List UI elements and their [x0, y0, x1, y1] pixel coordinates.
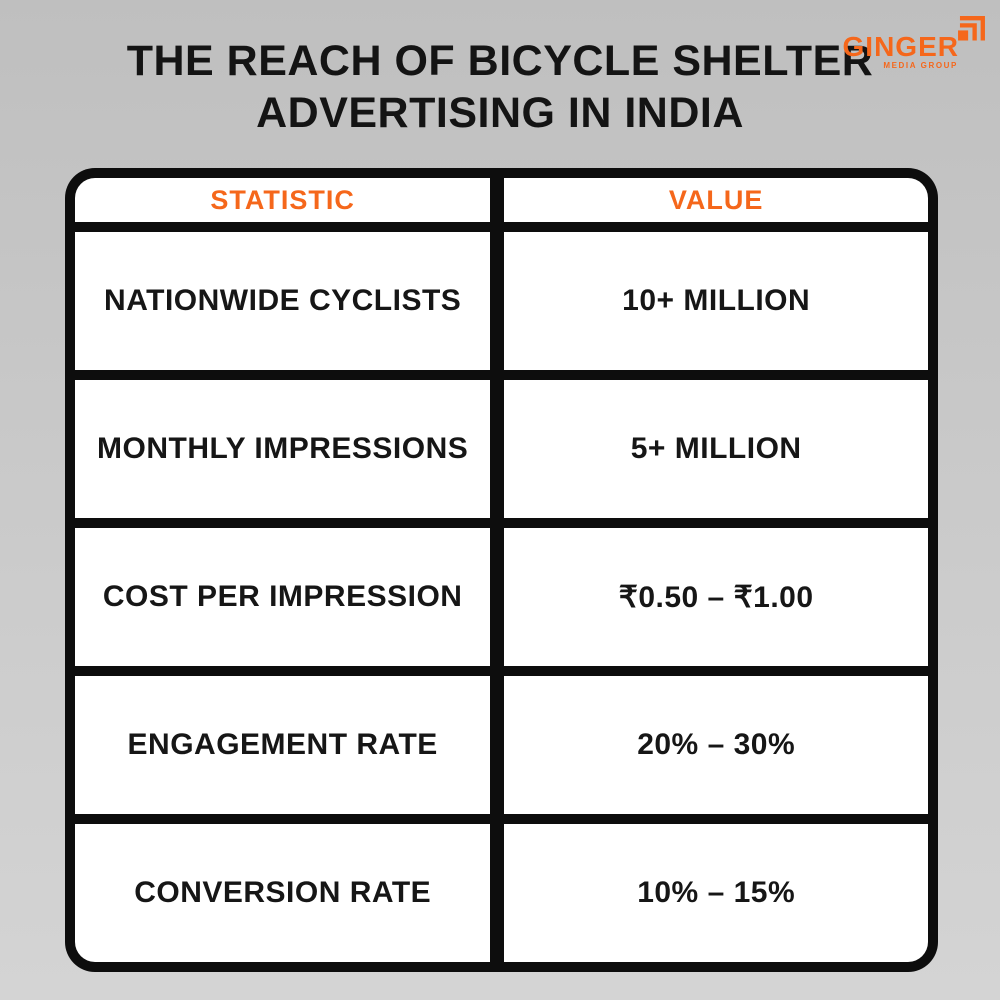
stacked-corner-squares-icon	[958, 16, 985, 41]
table-row-1-statistic: NATIONWIDE CYCLISTS	[75, 232, 491, 370]
table-row-3-value: ₹0.50 – ₹1.00	[504, 528, 928, 666]
table-row-5-value: 10% – 15%	[504, 824, 928, 962]
table-row-5-statistic: CONVERSION RATE	[75, 824, 491, 962]
table-row-4-statistic: ENGAGEMENT RATE	[75, 676, 491, 814]
table-row-2-value: 5+ MILLION	[504, 380, 928, 518]
logo-tagline: MEDIA GROUP	[883, 61, 958, 70]
title-line-2: ADVERTISING IN INDIA	[256, 88, 744, 137]
page-title: THE REACH OF BICYCLE SHELTER ADVERTISING…	[0, 36, 1000, 139]
table-row-4-value: 20% – 30%	[504, 676, 928, 814]
statistics-table: STATISTIC VALUE NATIONWIDE CYCLISTS 10+ …	[65, 168, 938, 972]
table-row-1-value: 10+ MILLION	[504, 232, 928, 370]
title-line-1: THE REACH OF BICYCLE SHELTER	[126, 37, 874, 85]
column-header-value: VALUE	[504, 178, 928, 222]
table-row-2-statistic: MONTHLY IMPRESSIONS	[75, 380, 491, 518]
table-row-3-statistic: COST PER IMPRESSION	[75, 528, 491, 666]
column-header-statistic: STATISTIC	[75, 178, 491, 222]
brand-logo: GINGER MEDIA GROUP	[838, 14, 986, 72]
logo-wordmark: GINGER	[842, 31, 959, 62]
